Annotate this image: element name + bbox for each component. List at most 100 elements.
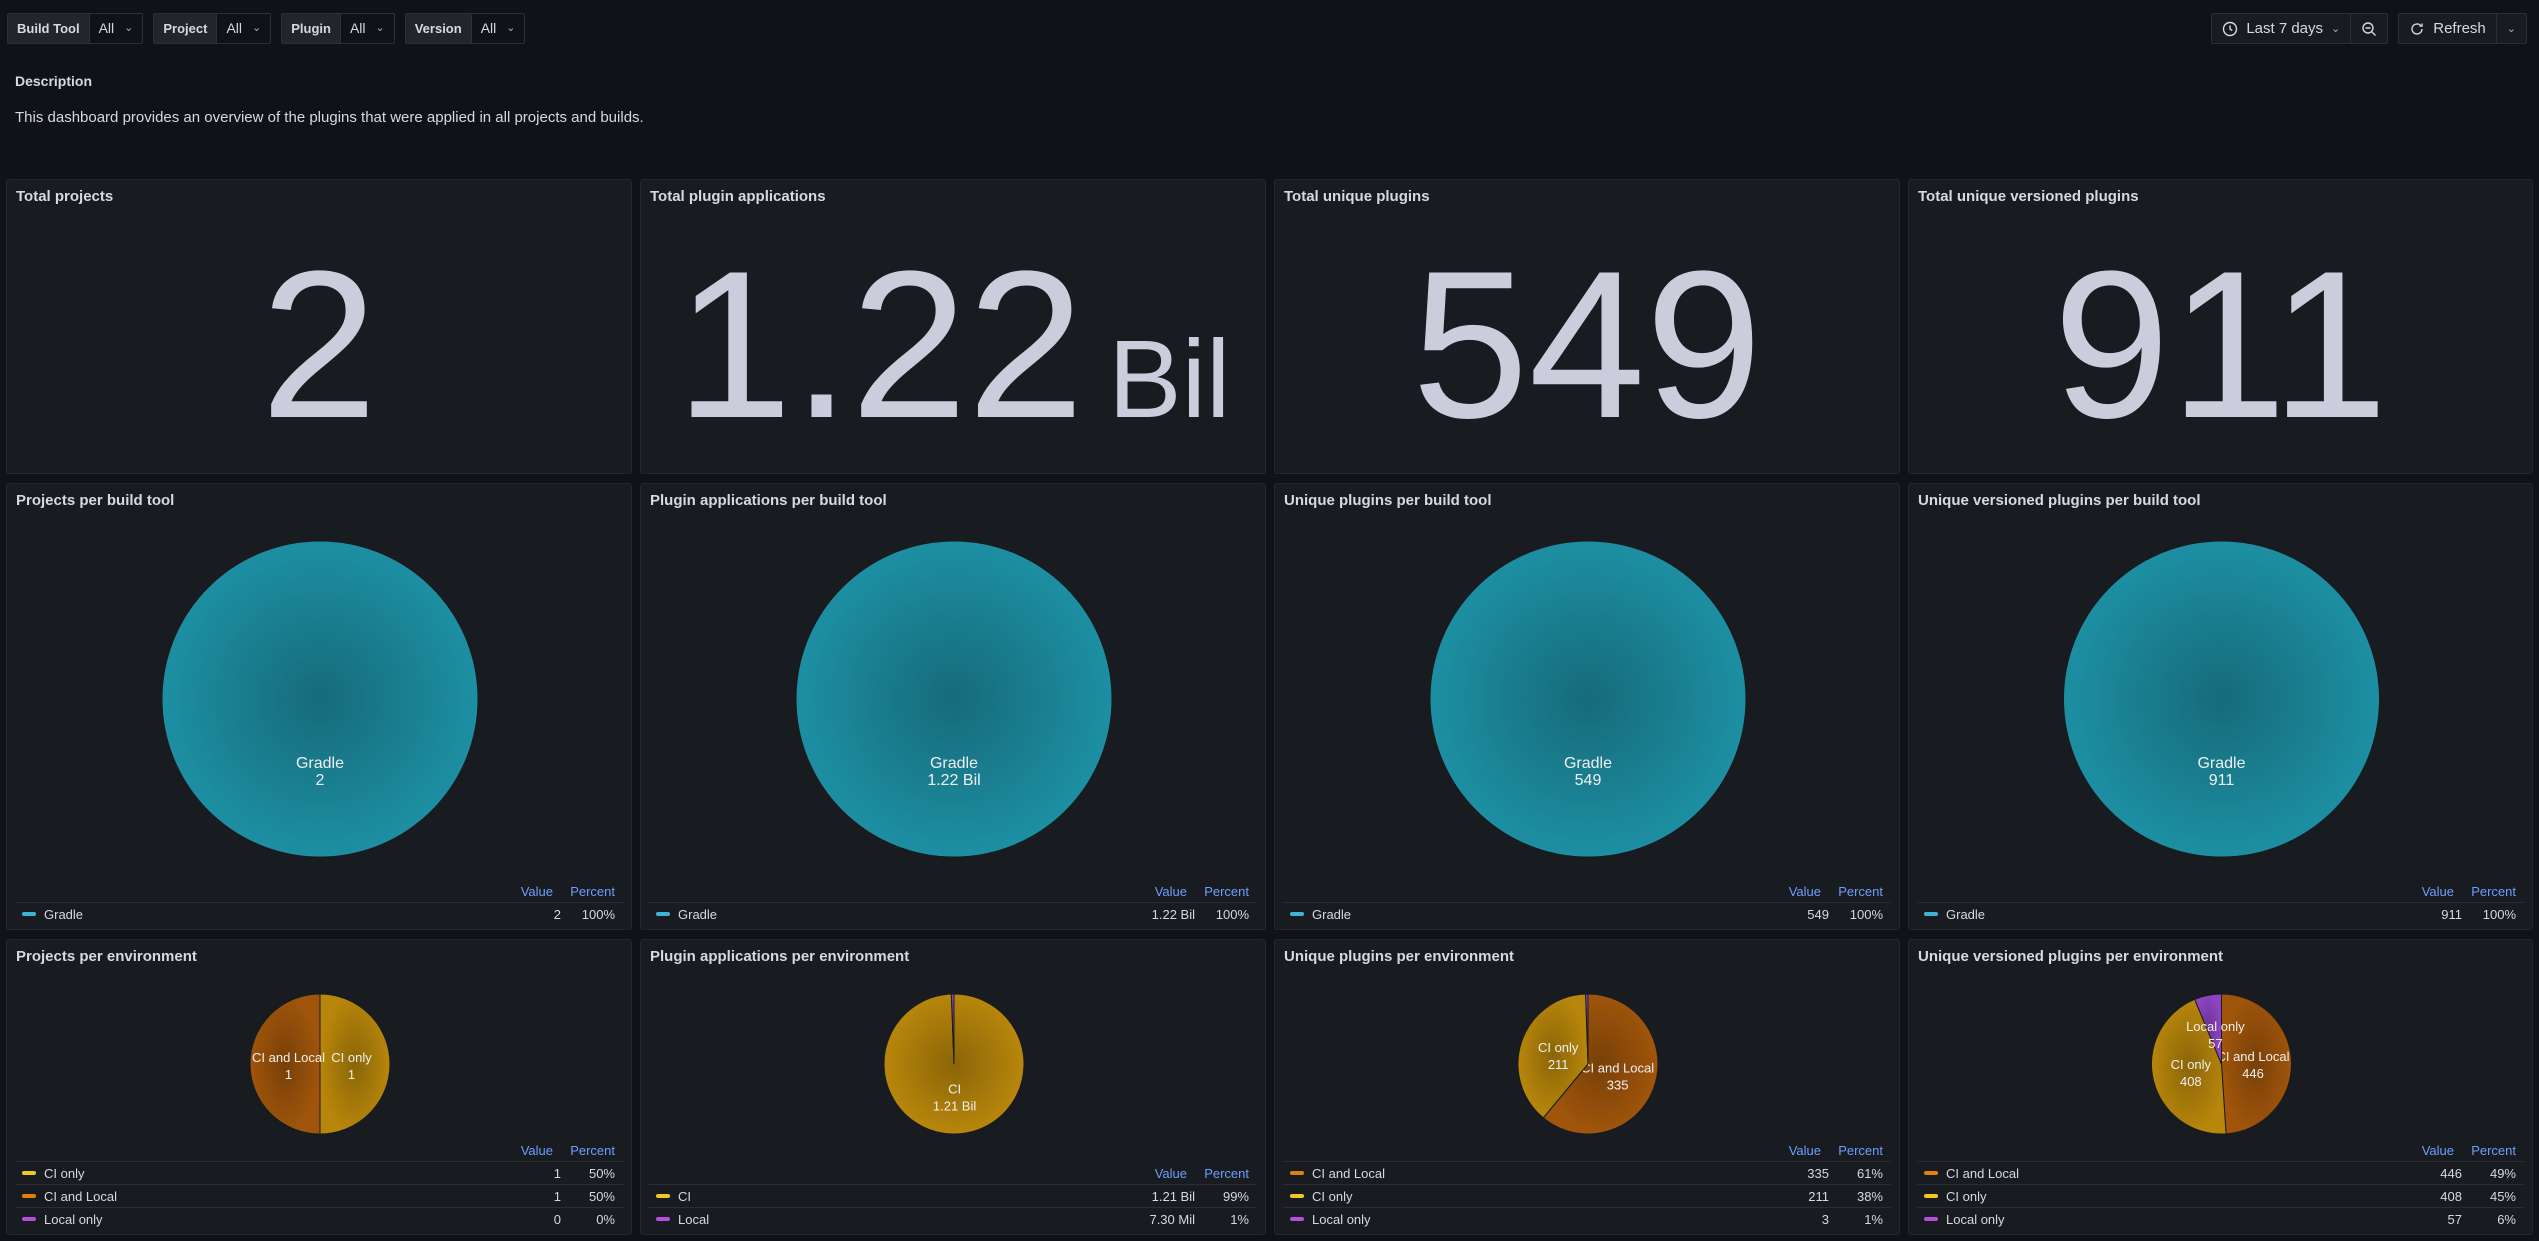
legend-value: 0: [553, 1211, 561, 1227]
legend-table: Value Percent CI and Local 446 49% CI only 408…: [1917, 1141, 2524, 1230]
legend-row[interactable]: CI and Local 335 61%: [1283, 1161, 1891, 1184]
filter-value[interactable]: All ⌄: [341, 14, 394, 43]
pie-slice[interactable]: [319, 993, 391, 1135]
legend-header-percent[interactable]: Percent: [2471, 884, 2516, 899]
legend-header-percent[interactable]: Percent: [1838, 884, 1883, 899]
legend-row[interactable]: CI and Local 446 49%: [1917, 1161, 2524, 1184]
slice-label: CI and Local: [2216, 1049, 2289, 1064]
filter-value[interactable]: All ⌄: [217, 14, 270, 43]
legend-row[interactable]: Local only 3 1%: [1283, 1207, 1891, 1230]
slice-label: CI only: [2171, 1057, 2212, 1072]
slice-value: 549: [1575, 772, 1602, 789]
chevron-down-icon: ⌄: [252, 22, 262, 34]
legend-swatch: [1924, 912, 1938, 916]
slice-value: 335: [1607, 1078, 1629, 1093]
refresh-button[interactable]: Refresh: [2399, 14, 2496, 43]
pie-slice[interactable]: [1585, 993, 1589, 1065]
pie-slice[interactable]: [1517, 993, 1589, 1119]
variable-bar: Build Tool All ⌄ Project All ⌄ Plugin All ⌄…: [7, 13, 526, 44]
description-text: This dashboard provides an overview of t…: [15, 109, 644, 126]
filter-project[interactable]: Project All ⌄: [153, 13, 272, 44]
pie-panel: Unique versioned plugins per environment…: [1908, 939, 2533, 1235]
legend-percent: 45%: [2489, 1188, 2516, 1204]
legend-row[interactable]: Gradle 549 100%: [1283, 902, 1891, 925]
pie-slice[interactable]: [2151, 998, 2227, 1135]
legend-row[interactable]: CI only 408 45%: [1917, 1184, 2524, 1207]
legend-percent: 100%: [1215, 906, 1249, 922]
pie-slice[interactable]: [161, 540, 479, 858]
pie-slice[interactable]: [795, 540, 1113, 858]
legend-label: CI and Local: [44, 1188, 117, 1204]
filter-value[interactable]: All ⌄: [90, 14, 143, 43]
pie-chart: CI and Local 335 CI only 211: [1517, 993, 1659, 1135]
pie-slice[interactable]: [950, 993, 955, 1065]
legend-percent: 50%: [588, 1188, 615, 1204]
pie-panel: Unique versioned plugins per build tool G…: [1908, 483, 2533, 930]
legend-row[interactable]: Gradle 911 100%: [1917, 902, 2524, 925]
pie-slice[interactable]: [2063, 540, 2380, 858]
legend-header: Value Percent: [15, 1141, 623, 1161]
legend-swatch: [1290, 1194, 1304, 1198]
legend-header-percent[interactable]: Percent: [570, 884, 615, 899]
legend-row[interactable]: Local only 57 6%: [1917, 1207, 2524, 1230]
legend-row[interactable]: CI 1.21 Bil 99%: [649, 1184, 1257, 1207]
legend-header-value[interactable]: Value: [1788, 884, 1821, 899]
filter-value-text: All: [480, 20, 497, 36]
panel-title: Projects per build tool: [16, 492, 175, 509]
legend-row[interactable]: Gradle 2 100%: [15, 902, 623, 925]
legend-header-percent[interactable]: Percent: [1838, 1143, 1883, 1158]
time-picker[interactable]: Last 7 days ⌄: [2211, 13, 2389, 44]
pie-chart: CI and Local 446 CI only 408 Local only 57: [2151, 993, 2292, 1135]
legend-value: 1.22 Bil: [1151, 906, 1195, 922]
legend-header-value[interactable]: Value: [1154, 1166, 1187, 1181]
legend-row[interactable]: Local only 0 0%: [15, 1207, 623, 1230]
legend-header-percent[interactable]: Percent: [2471, 1143, 2516, 1158]
legend-swatch: [22, 912, 36, 916]
pie-slice[interactable]: [1542, 993, 1659, 1135]
legend-header-value[interactable]: Value: [520, 1143, 553, 1158]
panel-title: Total projects: [16, 188, 114, 205]
time-range-label: Last 7 days: [2246, 20, 2324, 37]
legend-value: 408: [2440, 1188, 2462, 1204]
legend-label: CI and Local: [1312, 1165, 1385, 1181]
pie-slice[interactable]: [1429, 540, 1747, 858]
refresh-icon: [2411, 22, 2423, 35]
legend-row[interactable]: Gradle 1.22 Bil 100%: [649, 902, 1257, 925]
filter-label: Project: [154, 14, 218, 43]
legend-swatch: [656, 912, 670, 916]
filter-label: Version: [405, 14, 472, 43]
legend-swatch: [656, 1217, 670, 1221]
legend-header-value[interactable]: Value: [1154, 884, 1187, 899]
legend-row[interactable]: CI and Local 1 50%: [15, 1184, 623, 1207]
legend-header-value[interactable]: Value: [2421, 1143, 2454, 1158]
legend-header-value[interactable]: Value: [2421, 884, 2454, 899]
legend-row[interactable]: CI only 211 38%: [1283, 1184, 1891, 1207]
legend-header: Value Percent: [1283, 882, 1891, 902]
legend-row[interactable]: Local 7.30 Mil 1%: [649, 1207, 1257, 1230]
legend-header-percent[interactable]: Percent: [1204, 1166, 1249, 1181]
legend-value: 335: [1807, 1165, 1829, 1181]
pie-slice[interactable]: [249, 993, 321, 1135]
time-range-button[interactable]: Last 7 days ⌄: [2212, 14, 2350, 43]
slice-value: 2: [316, 772, 325, 789]
slice-value: 408: [2180, 1074, 2202, 1089]
legend-header-value[interactable]: Value: [1788, 1143, 1821, 1158]
legend-header-percent[interactable]: Percent: [1204, 884, 1249, 899]
pie-slice[interactable]: [2194, 993, 2222, 1065]
stat-number: 1.22: [675, 227, 1085, 462]
filter-build-tool[interactable]: Build Tool All ⌄: [7, 13, 144, 44]
pie-chart: CI only 1 CI and Local 1: [249, 993, 391, 1135]
zoom-out-button[interactable]: [2350, 14, 2387, 43]
filter-value[interactable]: All ⌄: [472, 14, 525, 43]
legend-row[interactable]: CI only 1 50%: [15, 1161, 623, 1184]
legend-header-value[interactable]: Value: [520, 884, 553, 899]
filter-plugin[interactable]: Plugin All ⌄: [281, 13, 395, 44]
legend-swatch: [22, 1194, 36, 1198]
filter-version[interactable]: Version All ⌄: [404, 13, 526, 44]
pie-slice[interactable]: [2221, 993, 2292, 1135]
refresh-picker[interactable]: Refresh ⌄: [2398, 13, 2527, 44]
refresh-interval-button[interactable]: ⌄: [2495, 14, 2526, 43]
legend-header-percent[interactable]: Percent: [570, 1143, 615, 1158]
panel-title: Unique plugins per build tool: [1284, 492, 1492, 509]
